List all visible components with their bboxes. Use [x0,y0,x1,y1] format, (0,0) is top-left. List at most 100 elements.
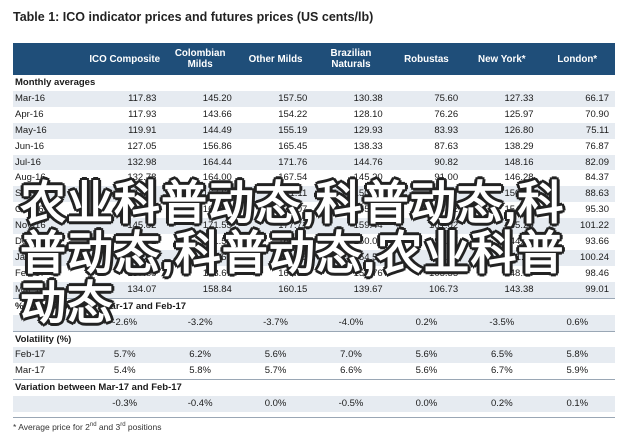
table-cell: 76.26 [434,108,459,120]
row-label: Dec-16 [15,236,46,248]
table-cell: 137.72 [127,236,157,248]
table-cell: 154.53 [353,251,383,263]
table-cell: 5.9% [566,365,589,377]
table-cell: 137.22 [127,188,157,200]
table-cell: 171.76 [278,156,308,168]
table-cell: 117.83 [128,92,157,104]
table-cell: 148.16 [504,156,534,168]
table-cell: 143.38 [504,283,534,295]
row-label: Jul-16 [15,156,41,168]
table-cell: 91.00 [434,172,459,184]
table-cell: 163.67 [202,267,232,279]
table-cell: 177.71 [278,220,308,232]
column-header: London* [539,43,615,75]
table-cell: 157.50 [278,92,308,104]
table-cell: 164.44 [202,156,232,168]
table-cell: 126.80 [504,124,534,136]
column-header: Colombian Milds [162,43,238,75]
table-row: May-16 119.91 144.49 155.19 129.93 83.93 126.8… [13,122,615,139]
table-cell: 145.20 [202,92,232,104]
table-row: Apr-16 117.93 143.66 154.22 128.10 76.26 125.9… [13,107,615,123]
section-label: Monthly averages [15,77,96,88]
table-cell: 155.36 [353,204,383,216]
table-cell: 127.33 [504,92,534,104]
price-table: ICO Composite Colombian Milds Other Mild… [13,43,615,413]
table-cell: -0.4% [187,398,213,410]
table-cell: 0.2% [490,398,513,410]
table-cell: 165.25 [504,220,534,232]
row-label [13,396,87,412]
table-row: Mar-17 134.07 158.84 160.15 139.67 106.73 143.… [13,281,615,299]
table-cell: 167.54 [278,172,308,184]
table-cell: 82.09 [585,156,609,168]
table-cell: -3.7% [263,316,288,328]
table-cell: 125.97 [504,108,534,120]
table-cell: 167.75 [278,236,308,248]
row-label: Mar-16 [15,92,46,104]
table-cell: 132.78 [127,172,157,184]
table-cell: 138.29 [504,140,534,152]
section-header-row: % change between Mar-17 and Feb-17 [13,297,615,315]
row-label: Jun-16 [15,140,45,152]
table-cell: 155.19 [278,124,308,136]
table-cell: -3.5% [489,316,515,328]
table-cell: 84.37 [585,172,609,184]
table-row: Feb-17 137.68 163.67 166.35 150.76 105.55 148.… [13,266,615,282]
table-cell: 95.30 [585,204,609,216]
table-cell: 6.5% [490,349,513,361]
table-title: Table 1: ICO indicator prices and future… [13,10,374,24]
table-cell: 127.05 [127,140,157,152]
column-header: Brazilian Naturals [313,43,389,75]
table-cell: 5.6% [415,365,438,377]
table-cell: 5.6% [264,349,287,361]
table-cell: 141.72 [127,251,157,263]
table-cell: 154.22 [278,108,308,120]
table-cell: 166.60 [202,251,232,263]
table-cell: -0.5% [338,398,364,410]
table-cell: 100.24 [579,251,609,263]
table-cell: 117.93 [128,108,157,120]
table-cell: 143.66 [202,108,232,120]
row-label: Aug-16 [15,172,46,184]
footnote-sup: nd [89,422,97,429]
table-cell: 138.33 [353,140,383,152]
table-cell: -0.3% [112,398,138,410]
table-cell: 5.8% [566,349,589,361]
table-row: Dec-16 137.72 161.55 167.75 150.02 97.07 144.9… [13,234,615,250]
table-cell: 150.20 [504,188,534,200]
table-body: Monthly averages Mar-16 117.83 145.20 157.50… [13,75,615,413]
footnote-text: 2 [85,422,90,432]
table-cell: 106.73 [429,283,459,295]
table-cell: 160.15 [278,283,308,295]
footnote-sup: rd [120,422,126,429]
table-cell: -3.2% [187,316,213,328]
table-cell: 165.45 [278,140,308,152]
table-cell: 97.07 [434,236,459,248]
table-cell: 70.90 [585,108,609,120]
table-cell: 139.67 [353,283,383,295]
table-cell: 93.37 [434,188,459,200]
row-label: Nov-16 [15,220,46,232]
header-row: ICO Composite Colombian Milds Other Mild… [13,43,615,75]
table-row: Jun-16 127.05 156.86 165.45 138.33 87.63 138.2… [13,139,615,155]
table-row: Jul-16 132.98 164.44 171.76 144.76 90.82 148.1… [13,154,615,171]
bottom-rule [13,417,615,418]
table-cell: -4.0% [338,316,364,328]
table-cell: 5.8% [189,365,211,377]
table-cell: 150.02 [353,236,383,248]
table-cell: 144.99 [504,236,534,248]
table-cell: 151.11 [505,251,534,263]
table-cell: 88.63 [585,188,609,200]
table-cell: 171.11 [278,188,308,200]
table-cell: -2.6% [112,316,138,328]
table-cell: 145.82 [127,220,157,232]
table-cell: 93.66 [585,236,609,248]
row-label: Apr-16 [15,108,44,120]
table-cell: 90.82 [434,156,459,168]
table-cell: 5.6% [415,349,438,361]
table-cell: 101.02 [429,220,459,232]
table-row: -2.6% -3.2% -3.7% -4.0% 0.2% -3.5% 0.6% [13,314,615,331]
table-cell: 169.44 [202,204,232,216]
table-cell: 0.1% [566,398,589,410]
table-cell: 150.76 [353,267,383,279]
